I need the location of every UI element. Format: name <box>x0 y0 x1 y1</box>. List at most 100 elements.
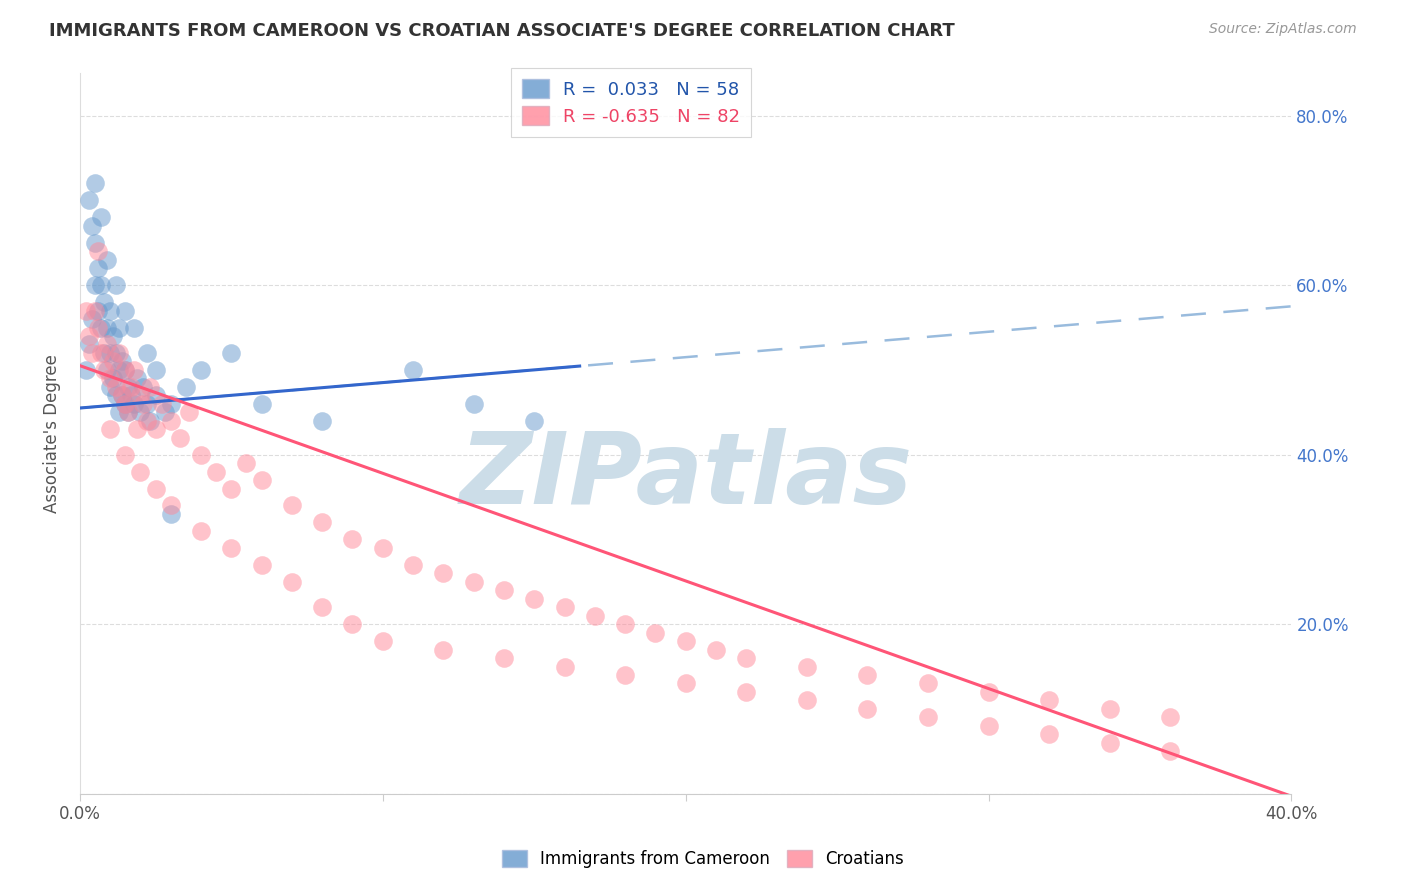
Point <box>492 651 515 665</box>
Point <box>111 388 134 402</box>
Point <box>98 371 121 385</box>
Text: IMMIGRANTS FROM CAMEROON VS CROATIAN ASSOCIATE'S DEGREE CORRELATION CHART: IMMIGRANTS FROM CAMEROON VS CROATIAN ASS… <box>49 22 955 40</box>
Point <box>105 346 128 360</box>
Point <box>132 380 155 394</box>
Point <box>114 448 136 462</box>
Point <box>84 177 107 191</box>
Point <box>190 363 212 377</box>
Point <box>342 533 364 547</box>
Point <box>114 397 136 411</box>
Point <box>250 397 273 411</box>
Point <box>84 303 107 318</box>
Point <box>856 668 879 682</box>
Y-axis label: Associate's Degree: Associate's Degree <box>44 354 60 513</box>
Point <box>796 659 818 673</box>
Point <box>103 354 125 368</box>
Point <box>977 719 1000 733</box>
Point <box>103 371 125 385</box>
Point <box>523 414 546 428</box>
Point <box>917 710 939 724</box>
Point <box>1098 736 1121 750</box>
Point <box>103 329 125 343</box>
Point <box>129 405 152 419</box>
Point <box>735 685 758 699</box>
Point <box>124 320 146 334</box>
Point <box>84 235 107 250</box>
Point <box>250 558 273 572</box>
Point <box>87 244 110 259</box>
Point <box>75 303 97 318</box>
Point <box>205 465 228 479</box>
Point <box>77 337 100 351</box>
Point <box>93 295 115 310</box>
Point <box>120 380 142 394</box>
Point <box>90 320 112 334</box>
Point <box>75 363 97 377</box>
Point <box>96 320 118 334</box>
Point <box>105 278 128 293</box>
Point <box>553 600 575 615</box>
Point <box>977 685 1000 699</box>
Point <box>90 278 112 293</box>
Point <box>138 380 160 394</box>
Point <box>98 303 121 318</box>
Point <box>105 380 128 394</box>
Point <box>145 422 167 436</box>
Point <box>311 516 333 530</box>
Point <box>190 448 212 462</box>
Point <box>159 499 181 513</box>
Point <box>463 397 485 411</box>
Point <box>87 303 110 318</box>
Point <box>117 380 139 394</box>
Point <box>159 507 181 521</box>
Point <box>463 574 485 589</box>
Point <box>98 422 121 436</box>
Point <box>93 346 115 360</box>
Point <box>117 405 139 419</box>
Point <box>127 371 149 385</box>
Point <box>235 456 257 470</box>
Legend: R =  0.033   N = 58, R = -0.635   N = 82: R = 0.033 N = 58, R = -0.635 N = 82 <box>510 68 751 136</box>
Point <box>120 388 142 402</box>
Point <box>111 388 134 402</box>
Point <box>108 405 131 419</box>
Point <box>124 397 146 411</box>
Point <box>87 320 110 334</box>
Point <box>644 625 666 640</box>
Point <box>114 303 136 318</box>
Point <box>371 541 394 555</box>
Point <box>108 346 131 360</box>
Point <box>311 600 333 615</box>
Point <box>80 346 103 360</box>
Point <box>281 499 304 513</box>
Point <box>145 363 167 377</box>
Point <box>108 363 131 377</box>
Point <box>98 380 121 394</box>
Point <box>114 397 136 411</box>
Point <box>371 634 394 648</box>
Point <box>523 591 546 606</box>
Point <box>553 659 575 673</box>
Point <box>145 388 167 402</box>
Point <box>117 405 139 419</box>
Point <box>221 541 243 555</box>
Point <box>1098 702 1121 716</box>
Point <box>177 405 200 419</box>
Point <box>153 405 176 419</box>
Point <box>583 608 606 623</box>
Point <box>856 702 879 716</box>
Point <box>135 414 157 428</box>
Point <box>1159 710 1181 724</box>
Legend: Immigrants from Cameroon, Croatians: Immigrants from Cameroon, Croatians <box>495 843 911 875</box>
Point <box>124 363 146 377</box>
Point <box>108 320 131 334</box>
Point <box>129 388 152 402</box>
Point <box>169 431 191 445</box>
Point <box>150 397 173 411</box>
Point <box>87 261 110 276</box>
Point <box>77 194 100 208</box>
Point <box>735 651 758 665</box>
Point <box>114 363 136 377</box>
Point <box>145 482 167 496</box>
Point <box>221 482 243 496</box>
